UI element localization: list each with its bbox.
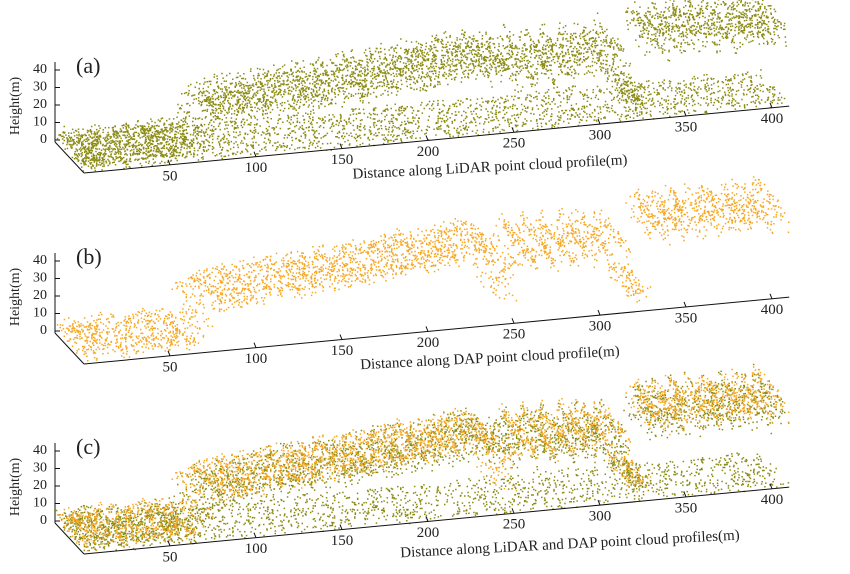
x-tick-label: 100 [245,351,268,367]
y-tick-label: 0 [40,513,47,528]
x-tick [167,159,171,166]
x-axis [83,296,790,365]
x-tick-label: 350 [675,119,698,135]
x-tick-label: 150 [331,533,354,549]
y-axis-title: Height(m) [8,77,23,136]
x-tick [425,516,429,522]
x-axis [83,486,790,555]
y-tick-label: 20 [33,478,47,493]
x-tick [597,309,601,316]
y-tick-label: 40 [33,253,47,268]
x-tick [769,102,773,108]
y-tick-label: 0 [40,132,47,147]
x-tick [253,532,257,538]
panel-label: (c) [76,434,100,459]
x-tick-label: 250 [503,136,526,152]
x-tick [683,301,687,308]
x-tick [511,127,515,133]
y-tick-label: 20 [33,97,47,112]
panel: 0 10 20 30 40 50 100 150 200 250 300 350 400 (a) Heigh… [8,0,790,184]
y-tick-label: 10 [33,115,47,130]
x-tick-label: 250 [503,517,526,533]
x-axis-title: Distance along LiDAR point cloud profile… [352,152,628,182]
x-axis-title: Distance along LiDAR and DAP point cloud… [400,528,740,562]
y-tick-label: 30 [33,271,47,286]
x-tick-label: 400 [761,111,784,127]
x-tick [253,342,257,348]
x-tick-label: 150 [331,152,354,168]
depth-axis [54,332,85,365]
y-tick-label: 40 [33,443,47,458]
x-tick [339,334,343,340]
panel-label: (b) [76,244,102,269]
x-tick-label: 100 [245,160,268,176]
x-tick [683,491,687,498]
panel: 0 10 20 30 40 50 100 150 200 250 300 350 400 (c) Heigh… [8,363,790,565]
x-tick [167,540,171,547]
x-tick-label: 350 [675,500,698,516]
x-tick-label: 50 [163,168,178,184]
point-cloud [56,0,787,172]
x-tick-label: 200 [417,335,440,351]
x-tick [511,318,515,324]
x-tick-label: 400 [761,492,784,508]
x-tick [769,293,773,299]
x-axis [83,105,790,174]
y-tick-label: 30 [33,461,47,476]
y-tick-label: 0 [40,323,47,338]
point-cloud [55,363,790,552]
x-tick [167,350,171,357]
x-tick [339,143,343,149]
x-axis-title: Distance along DAP point cloud profile(m… [360,344,620,374]
x-tick-label: 400 [761,302,784,318]
x-tick-label: 300 [589,319,612,335]
x-tick-label: 300 [589,509,612,525]
x-tick [769,483,773,489]
point-cloud [56,176,790,362]
x-tick-label: 150 [331,343,354,359]
x-tick [425,326,429,332]
x-tick-label: 350 [675,310,698,326]
y-tick-label: 10 [33,496,47,511]
x-tick [425,135,429,141]
x-tick [597,499,601,506]
panel: 0 10 20 30 40 50 100 150 200 250 300 350 400 (b) Heigh… [8,176,790,375]
x-tick [683,110,687,117]
x-tick-label: 200 [417,525,440,541]
y-tick-label: 40 [33,62,47,77]
x-tick [597,118,601,125]
x-tick-label: 250 [503,327,526,343]
y-tick-label: 10 [33,306,47,321]
depth-axis [54,141,85,174]
x-tick-label: 100 [245,541,268,557]
point-cloud [56,366,790,552]
y-tick-label: 30 [33,80,47,95]
x-tick [511,508,515,514]
depth-axis [54,522,85,555]
y-axis-title: Height(m) [8,458,23,517]
x-tick [253,151,257,157]
panel-label: (a) [76,53,100,78]
x-tick-label: 50 [163,549,178,565]
x-tick-label: 200 [417,144,440,160]
x-tick-label: 300 [589,128,612,144]
x-tick-label: 50 [163,359,178,375]
x-tick [339,524,343,530]
y-axis-title: Height(m) [8,268,23,327]
y-tick-label: 20 [33,288,47,303]
